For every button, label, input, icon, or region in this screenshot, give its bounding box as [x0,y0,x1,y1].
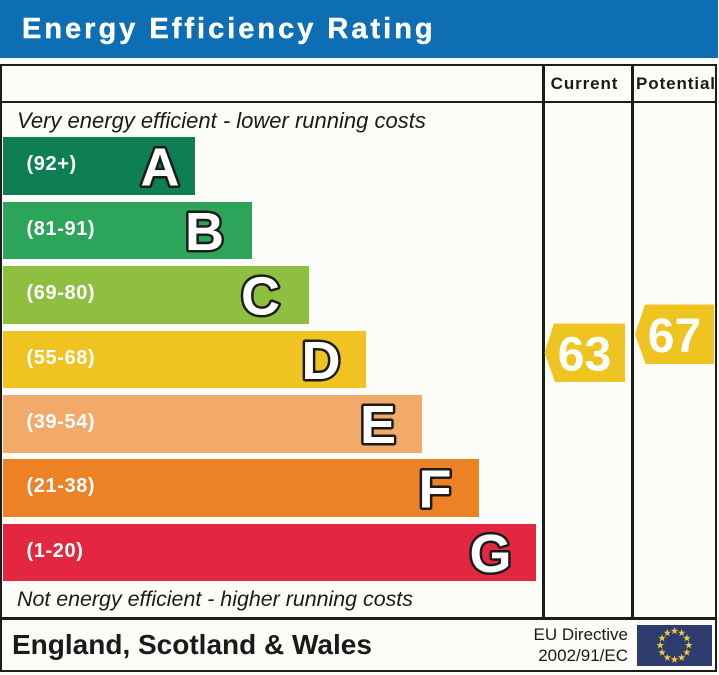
svg-text:67: 67 [648,310,701,363]
svg-text:E: E [360,395,396,455]
svg-text:63: 63 [558,328,611,381]
svg-text:D: D [302,331,341,391]
svg-text:C: C [241,267,280,327]
svg-text:G: G [469,524,511,584]
svg-text:A: A [141,138,180,198]
svg-text:B: B [185,202,224,262]
svg-text:F: F [419,460,452,520]
